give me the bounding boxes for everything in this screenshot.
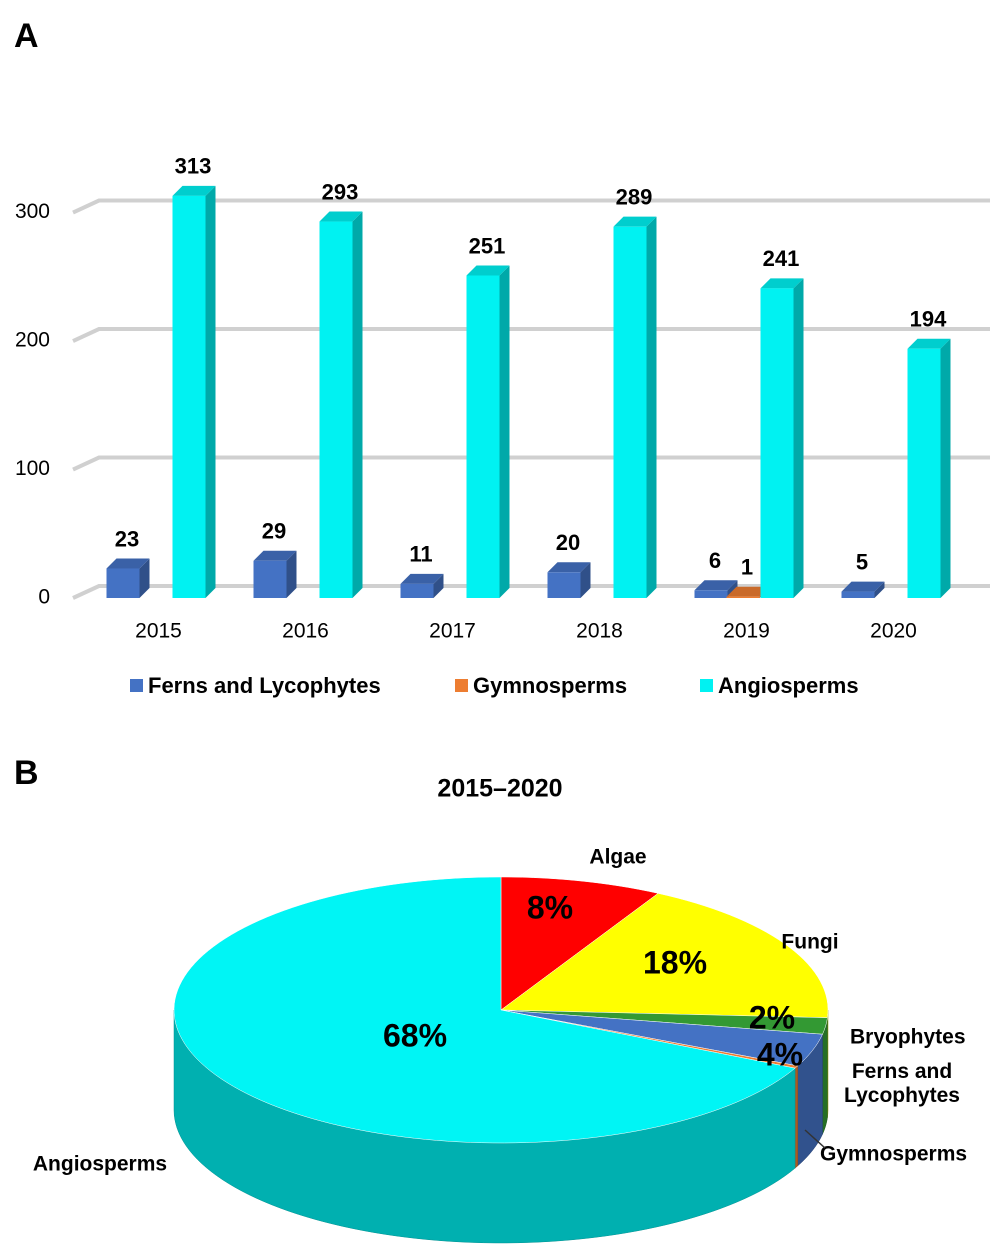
data-label: 18% [643,944,707,980]
data-label: 68% [383,1017,447,1053]
bar-side [794,278,804,598]
panel-label: A [14,17,39,55]
data-label: 313 [175,154,212,179]
bar [467,276,500,598]
data-label: 29 [262,519,286,544]
data-label: 194 [910,307,947,332]
data-label: 8% [527,889,573,925]
data-label: 1 [741,555,753,580]
x-tick-label: 2017 [429,620,476,643]
y-tick-label: 300 [15,200,50,223]
data-label: 241 [763,246,800,271]
x-tick-label: 2020 [870,620,917,643]
bar-side [353,212,363,598]
data-label: 23 [115,526,139,551]
category-label: Ferns and Lycophytes [832,1060,972,1112]
bar [908,349,941,598]
bar-side [647,217,657,598]
x-tick-label: 2018 [576,620,623,643]
category-label: Gymnosperms [820,1143,967,1166]
legend-label: Ferns and Lycophytes [148,673,381,698]
bar [614,227,647,598]
data-label: 11 [409,542,432,567]
bar [695,590,728,598]
x-tick-label: 2015 [135,620,182,643]
bar [320,222,353,598]
data-label: 4% [757,1036,803,1072]
y-tick-label: 0 [38,586,50,609]
category-text: Ferns and Lycophytes [832,1060,972,1108]
legend-swatch [130,679,143,692]
data-label: 6 [709,548,721,573]
bar-side [500,266,510,598]
pie-side [795,1066,798,1168]
legend-label: Gymnosperms [473,673,627,698]
x-tick-label: 2016 [282,620,329,643]
y-tick-label: 200 [15,329,50,352]
bar [173,196,206,598]
bar [548,572,581,598]
bar [254,561,287,598]
panel-label: B [14,754,39,792]
chart-title: 2015–2020 [437,775,562,803]
category-label: Angiosperms [33,1153,167,1176]
data-label: 20 [556,530,580,555]
data-label: 293 [322,179,359,204]
pie-side [823,1018,828,1135]
figure: A B 2015–2020 01002003002015233132016292… [0,0,990,1251]
data-label: 289 [616,184,653,209]
bar [842,592,875,598]
data-label: 251 [469,233,506,258]
legend-swatch [455,679,468,692]
category-label: Fungi [781,931,838,954]
bar [761,288,794,598]
bar [401,584,434,598]
legend-label: Angiosperms [718,673,859,698]
data-label: 5 [856,549,868,574]
bar-side [941,339,951,598]
category-label: Algae [589,846,646,869]
x-tick-label: 2019 [723,620,770,643]
y-tick-label: 100 [15,457,50,480]
category-label: Bryophytes [850,1026,966,1049]
bar [107,568,140,598]
data-label: 2% [749,999,795,1035]
bar-side [206,186,216,598]
legend-swatch [700,679,713,692]
bar [727,597,760,598]
